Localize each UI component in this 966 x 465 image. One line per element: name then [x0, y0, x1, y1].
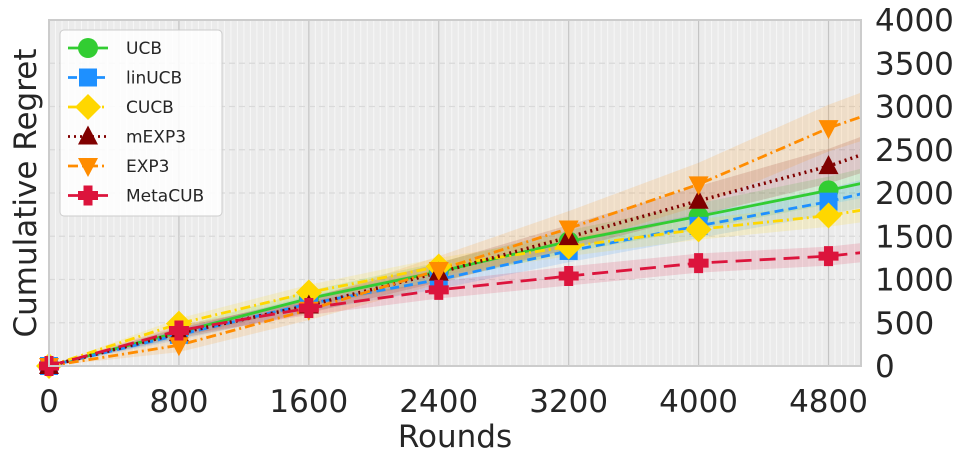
y-axis-label: Cumulative Regret: [8, 49, 44, 338]
legend-label: MetaCUB: [126, 187, 204, 207]
plot-frame: [48, 19, 862, 367]
data-point: [688, 176, 709, 196]
legend-label: UCB: [126, 39, 162, 59]
data-point: [818, 155, 839, 175]
confidence-band: [49, 180, 861, 366]
legend-label: EXP3: [126, 157, 169, 177]
y-tick-label: 3500: [875, 46, 954, 82]
x-tick-label: 3200: [529, 384, 608, 420]
legend-marker: [78, 185, 98, 206]
y-tick-label: 3000: [875, 90, 954, 126]
series-line: [48, 192, 862, 368]
legend-marker: [78, 158, 98, 177]
y-tick-label: 1000: [875, 263, 954, 299]
data-point: [298, 298, 319, 319]
series-lines: [48, 115, 862, 368]
x-tick-label: 2400: [399, 384, 478, 420]
data-point: [168, 337, 189, 357]
data-point: [688, 189, 709, 209]
data-point: [819, 192, 838, 211]
legend-marker: [78, 125, 98, 145]
series-line: [48, 208, 862, 368]
data-point: [558, 266, 579, 287]
y-tick-label: 4000: [875, 3, 954, 39]
y-tick-label: 2500: [875, 133, 954, 169]
series-line: [48, 115, 862, 368]
data-point: [685, 216, 712, 243]
y-tick-label: 500: [875, 306, 934, 342]
x-tick-label: 4000: [659, 384, 738, 420]
x-tick-labels: 0 800 1600 2400 3200 4000 4800: [39, 384, 868, 420]
y-tick-labels: 0 500 1000 1500 2000 2500 3000 3500 4000: [875, 3, 954, 385]
data-point: [818, 120, 839, 140]
x-tick-label: 4800: [789, 384, 868, 420]
series-line: [48, 251, 862, 368]
data-point: [168, 320, 189, 341]
legend-marker: [78, 38, 98, 58]
data-point: [558, 220, 579, 240]
data-point: [428, 261, 449, 281]
confidence-band: [49, 243, 861, 366]
series-line: [48, 153, 862, 368]
y-tick-label: 2000: [875, 176, 954, 212]
x-tick-label: 1600: [269, 384, 348, 420]
legend-label: linUCB: [126, 69, 182, 89]
x-axis-label: Rounds: [398, 419, 512, 455]
data-point: [295, 279, 322, 306]
confidence-band: [49, 198, 861, 366]
y-tick-label: 0: [875, 349, 895, 385]
legend-marker: [75, 94, 101, 120]
data-point: [815, 202, 842, 229]
y-tick-label: 1500: [875, 219, 954, 255]
data-point: [688, 253, 709, 274]
data-point: [818, 246, 839, 267]
data-point: [428, 279, 449, 300]
x-tick-label: 800: [149, 384, 208, 420]
legend: UCB linUCB CUCB mEXP3 EXP3 MetaCUB: [59, 29, 223, 217]
legend-marker: [79, 68, 97, 87]
legend-label: mEXP3: [126, 128, 186, 148]
legend-label: CUCB: [126, 98, 174, 118]
x-tick-label: 0: [39, 384, 59, 420]
